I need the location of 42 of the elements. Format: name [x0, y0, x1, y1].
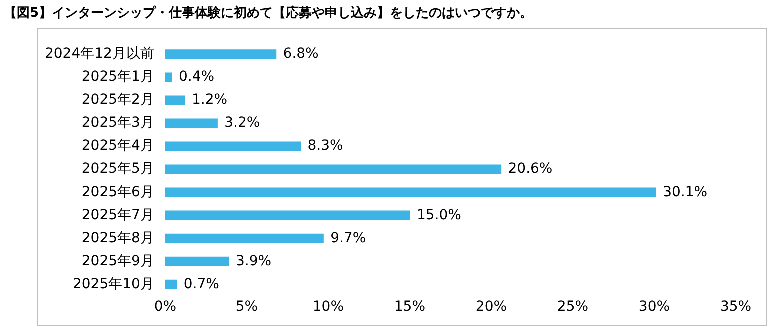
y-tick-label: 2024年12月以前 — [44, 46, 154, 62]
y-tick-label: 2025年7月 — [82, 207, 154, 224]
bar — [165, 142, 302, 152]
bar — [165, 256, 230, 267]
x-tick-label: 30% — [638, 299, 670, 316]
data-label: 0.4% — [178, 69, 215, 86]
data-label: 15.0% — [416, 207, 462, 224]
bar — [165, 210, 410, 220]
y-tick-label: 2025年8月 — [82, 230, 154, 246]
bar — [165, 118, 218, 128]
x-tick-label: 5% — [236, 299, 258, 316]
x-tick-label: 10% — [312, 299, 344, 316]
chart-title: 【図5】インターンシップ・仕事体験に初めて【応募や申し込み】をしたのはいつですか。 — [4, 4, 534, 22]
y-tick-label: 2025年6月 — [82, 184, 154, 200]
x-tick-label: 20% — [476, 299, 508, 316]
y-tick-label: 2025年10月 — [72, 276, 154, 292]
bar — [165, 50, 277, 60]
data-label: 6.8% — [283, 46, 319, 62]
bar — [165, 280, 178, 290]
y-tick-label: 2025年9月 — [82, 253, 154, 270]
y-tick-label: 2025年2月 — [82, 92, 154, 108]
data-label: 30.1% — [663, 184, 708, 200]
y-tick-label: 2025年4月 — [82, 138, 154, 154]
x-tick-label: 0% — [154, 299, 177, 316]
y-tick-label: 2025年3月 — [82, 115, 154, 132]
x-tick-label: 25% — [557, 299, 589, 316]
data-label: 8.3% — [308, 138, 344, 154]
data-label: 9.7% — [330, 230, 366, 246]
data-label: 20.6% — [508, 161, 553, 178]
bar — [165, 188, 656, 198]
data-label: 3.2% — [224, 115, 260, 132]
bar — [165, 96, 186, 106]
bar — [165, 234, 324, 244]
data-label: 0.7% — [184, 276, 220, 292]
data-label: 1.2% — [192, 92, 228, 108]
data-label: 3.9% — [236, 253, 272, 270]
x-tick-label: 35% — [720, 299, 752, 316]
bar — [165, 72, 172, 82]
y-tick-label: 2025年1月 — [82, 69, 154, 86]
y-tick-label: 2025年5月 — [82, 161, 154, 178]
bar — [165, 164, 502, 174]
x-tick-label: 15% — [394, 299, 426, 316]
